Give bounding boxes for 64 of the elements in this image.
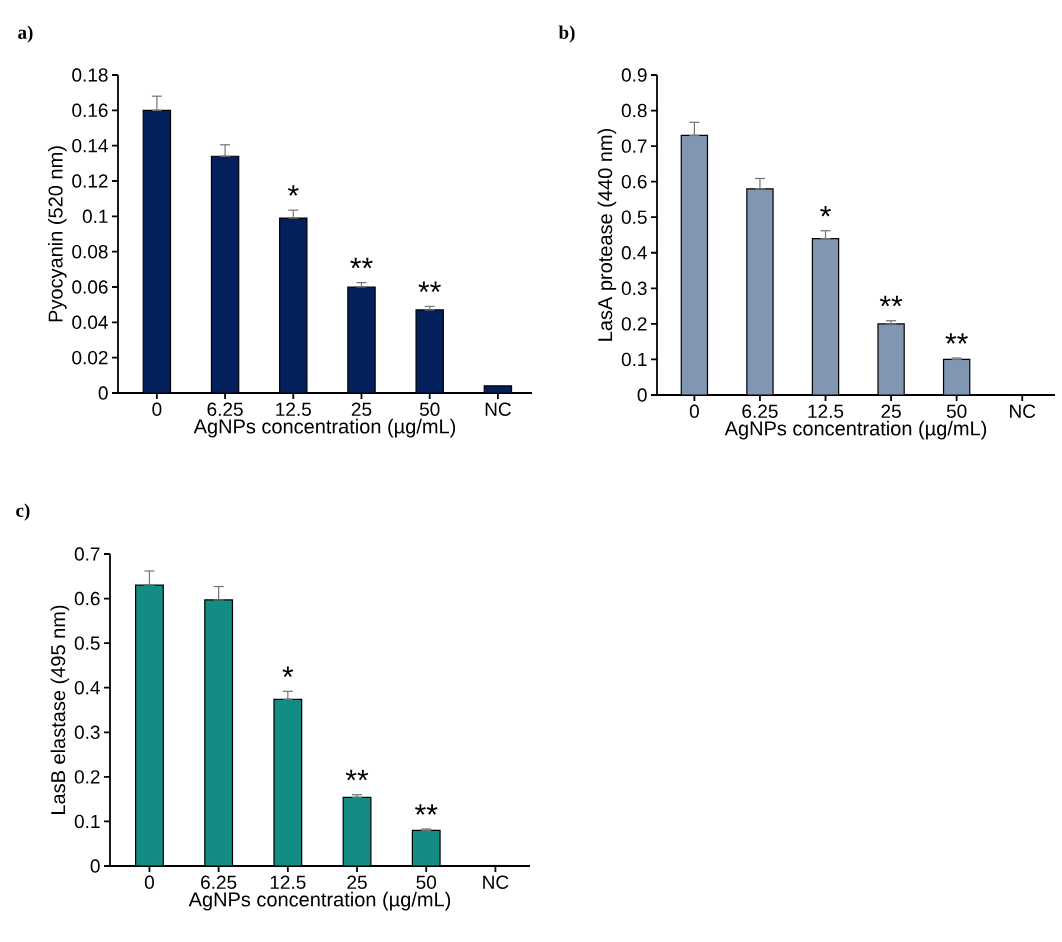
y-tick-label: 0 <box>98 386 108 400</box>
x-tick-label: NC <box>1010 404 1036 418</box>
x-tick-label: 0 <box>152 402 162 416</box>
x-tick-label: NC <box>483 875 509 889</box>
data-label: ** <box>945 333 968 344</box>
x-axis-title: AgNPs concentration (µg/mL) <box>188 891 451 911</box>
y-tick-label: 0.5 <box>621 210 647 224</box>
x-tick-label: 6.25 <box>207 402 243 416</box>
y-tick-label: 0 <box>90 859 100 873</box>
y-tick-label: 0.7 <box>74 547 100 561</box>
x-tick-label: 50 <box>419 402 440 416</box>
y-tick-label: 0.7 <box>621 139 647 153</box>
y-tick-label: 0.2 <box>74 770 100 784</box>
y-tick-label: 0.3 <box>74 725 100 740</box>
x-tick-label: 0 <box>144 875 154 889</box>
x-tick-label: 12.5 <box>808 404 844 418</box>
y-tick-label: 0.12 <box>72 174 108 188</box>
chart-title: c) <box>16 503 30 521</box>
y-tick-label: 0.1 <box>74 814 100 829</box>
y-tick-label: 0.3 <box>621 281 647 296</box>
data-label: ** <box>415 804 438 815</box>
y-tick-label: 0.4 <box>74 680 100 695</box>
y-tick-label: 0.16 <box>72 103 108 118</box>
y-tick-label: 0.06 <box>72 280 108 294</box>
y-tick-label: 0.1 <box>621 352 647 367</box>
x-tick-label: 6.25 <box>201 875 237 889</box>
y-axis-title: Pyocyanin (520 nm) <box>47 146 67 322</box>
chart-title: a) <box>18 25 33 43</box>
data-label: * <box>287 185 299 196</box>
x-tick-label: 6.25 <box>742 404 778 418</box>
y-tick-label: 0.08 <box>72 244 108 259</box>
y-tick-label: 0.4 <box>621 246 647 260</box>
y-tick-label: 0.04 <box>72 315 108 330</box>
y-tick-label: 0.5 <box>74 636 100 650</box>
x-tick-label: 50 <box>946 404 967 418</box>
x-tick-label: 12.5 <box>276 402 311 416</box>
x-tick-label: 25 <box>881 404 901 418</box>
data-label: * <box>820 205 831 217</box>
y-axis-title: LasB elastase (495 nm) <box>50 605 70 814</box>
y-tick-label: 0.18 <box>72 68 108 82</box>
x-tick-label: 12.5 <box>270 875 306 889</box>
chart-title: b) <box>558 25 575 43</box>
y-tick-label: 0.14 <box>72 138 108 153</box>
data-label: ** <box>418 281 441 293</box>
y-tick-label: 0.1 <box>82 209 108 224</box>
x-axis-title: AgNPs concentration (µg/mL) <box>724 420 987 440</box>
x-tick-label: 0 <box>689 404 699 418</box>
y-tick-label: 0.8 <box>621 103 647 118</box>
x-axis-title: AgNPs concentration (µg/mL) <box>193 418 456 438</box>
y-tick-label: 0.6 <box>621 174 647 189</box>
data-label: ** <box>879 295 903 307</box>
data-label: * <box>282 666 294 677</box>
y-tick-label: 0.6 <box>74 591 100 606</box>
y-tick-label: 0.9 <box>621 68 647 82</box>
y-tick-label: 0.02 <box>72 350 108 365</box>
y-axis-title: LasA protease (440 nm) <box>597 128 617 341</box>
y-tick-label: 0.2 <box>621 317 647 331</box>
data-label: ** <box>345 769 369 781</box>
x-tick-label: 25 <box>347 875 367 889</box>
x-tick-label: 50 <box>416 875 437 889</box>
x-tick-label: 25 <box>351 402 372 416</box>
x-tick-label: NC <box>485 402 511 416</box>
data-label: ** <box>350 257 373 269</box>
y-tick-label: 0 <box>637 388 647 402</box>
